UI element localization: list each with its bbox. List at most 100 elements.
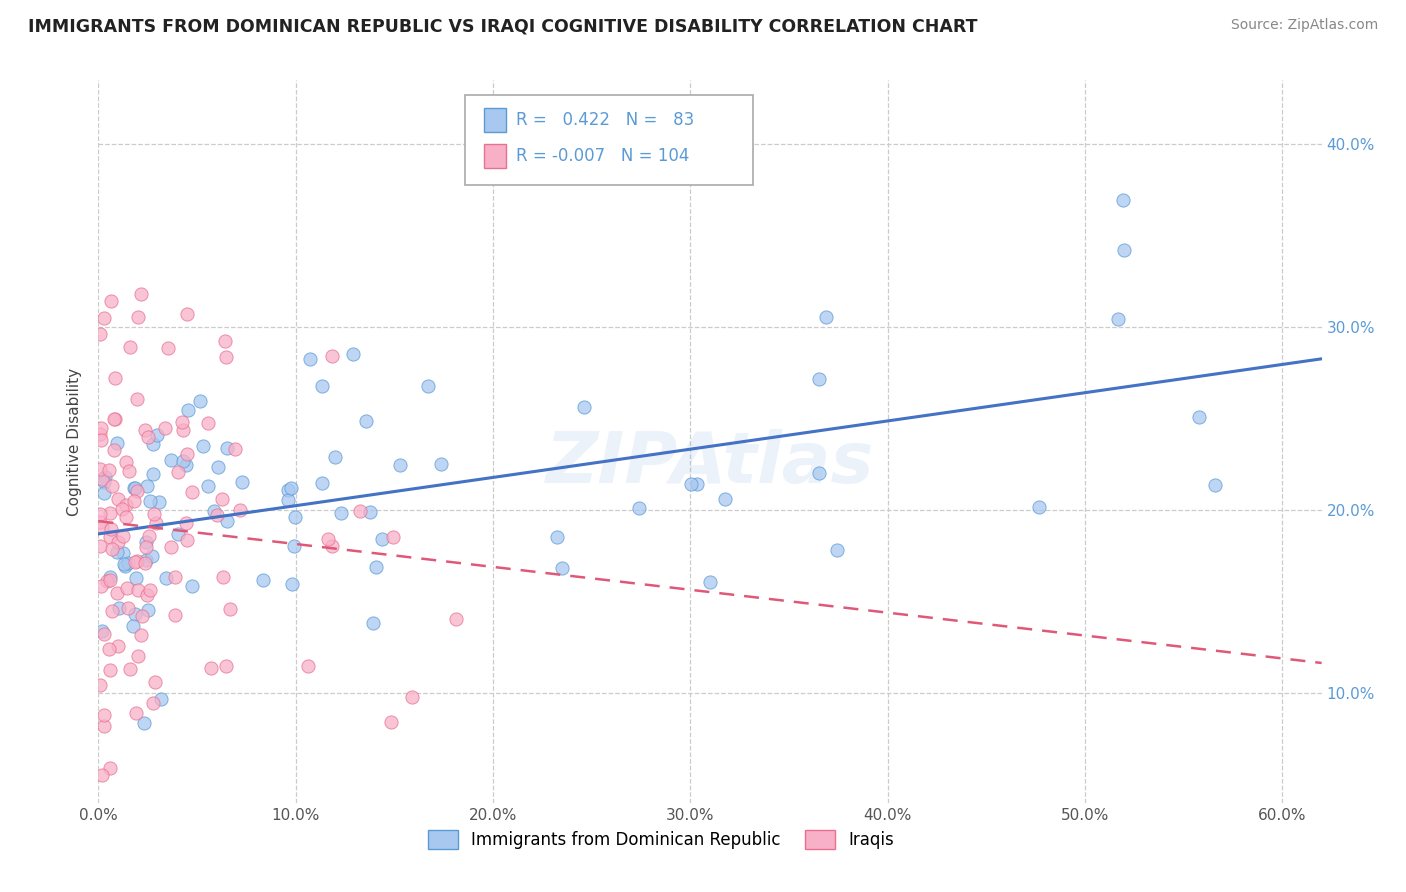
Point (93, 475, 115, 489)
Point (100, 664, 122, 678)
Point (97, 642, 120, 657)
Point (108, 601, 131, 615)
Point (815, 310, 838, 325)
Point (89, 326, 111, 341)
Point (142, 467, 165, 482)
Point (89, 462, 111, 476)
Point (89, 540, 111, 554)
Point (138, 529, 160, 543)
Point (107, 491, 129, 506)
Point (446, 612, 468, 626)
Point (118, 464, 141, 478)
Point (136, 587, 159, 601)
Point (298, 352, 321, 367)
Point (124, 481, 146, 495)
Point (224, 442, 246, 457)
Point (155, 571, 177, 585)
Point (98, 569, 121, 583)
Point (166, 527, 188, 541)
Point (311, 475, 333, 490)
Point (117, 601, 139, 615)
Point (90, 433, 112, 447)
Point (176, 307, 198, 321)
Point (191, 439, 214, 453)
Point (131, 609, 153, 624)
Point (136, 430, 159, 444)
Point (177, 403, 200, 417)
Point (207, 508, 229, 523)
Point (117, 556, 139, 570)
Point (100, 604, 122, 618)
Point (212, 570, 235, 584)
Point (90, 421, 112, 435)
Point (354, 414, 377, 428)
Point (138, 494, 160, 508)
Point (807, 466, 830, 480)
Point (200, 660, 222, 674)
Point (100, 573, 122, 587)
Point (342, 347, 364, 361)
Point (361, 616, 384, 631)
Point (699, 575, 721, 590)
Point (98, 530, 121, 544)
Point (107, 534, 129, 549)
Text: ZIPAtlas: ZIPAtlas (546, 429, 875, 498)
Point (89, 678, 111, 692)
Point (135, 478, 157, 492)
Point (127, 392, 149, 406)
Point (229, 503, 252, 517)
Point (103, 442, 125, 457)
Point (145, 516, 167, 530)
Point (114, 558, 136, 573)
Point (371, 532, 394, 546)
Point (132, 716, 155, 731)
Point (170, 416, 193, 430)
Point (165, 570, 187, 584)
Point (127, 483, 149, 498)
Point (202, 504, 225, 518)
Point (311, 379, 333, 393)
Point (105, 545, 128, 559)
Point (91, 624, 114, 638)
Point (297, 658, 319, 673)
Point (330, 506, 353, 520)
Point (93, 469, 115, 483)
Point (1204, 478, 1226, 492)
Point (349, 503, 371, 517)
Bar (484, 108, 506, 132)
Point (157, 341, 180, 355)
Point (98, 463, 121, 477)
Point (93, 626, 115, 640)
Point (124, 481, 146, 495)
Point (143, 674, 166, 689)
Point (215, 659, 238, 673)
Point (713, 491, 735, 506)
Point (93, 708, 115, 723)
Point (122, 493, 145, 508)
Point (686, 477, 709, 491)
Point (125, 571, 148, 585)
Point (118, 662, 141, 676)
Point (127, 310, 149, 325)
Point (129, 286, 152, 301)
Point (90, 767, 112, 781)
Point (1112, 193, 1135, 207)
FancyBboxPatch shape (465, 95, 752, 185)
Point (1114, 244, 1136, 258)
Point (172, 423, 194, 437)
Point (215, 514, 238, 528)
Point (197, 416, 219, 430)
Point (120, 340, 142, 354)
Point (679, 476, 702, 491)
Point (115, 581, 138, 595)
Point (138, 582, 160, 597)
Point (115, 509, 138, 524)
Point (277, 493, 299, 508)
Point (176, 447, 198, 461)
Point (146, 427, 169, 442)
Point (90, 472, 112, 486)
Point (100, 542, 122, 557)
Point (214, 334, 236, 348)
Point (807, 371, 830, 385)
Point (176, 533, 198, 547)
